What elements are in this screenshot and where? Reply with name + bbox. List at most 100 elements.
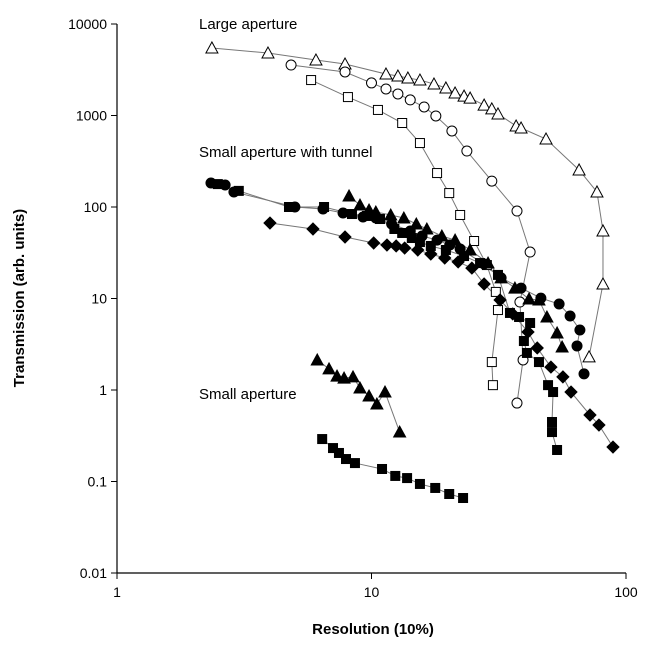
marker (544, 360, 558, 374)
marker (420, 221, 434, 235)
marker (322, 361, 336, 375)
marker (411, 243, 425, 257)
marker (261, 45, 275, 59)
marker (391, 68, 405, 82)
marker (511, 397, 523, 409)
marker (310, 352, 325, 366)
marker (522, 291, 536, 305)
marker (592, 418, 606, 432)
marker (392, 425, 407, 438)
marker (481, 256, 495, 269)
marker (506, 307, 520, 321)
marker (539, 131, 553, 145)
marker (596, 276, 610, 290)
marker (413, 73, 427, 86)
marker (521, 347, 532, 358)
marker (397, 210, 411, 224)
marker (397, 227, 408, 238)
annotation: Small aperture (199, 386, 297, 403)
marker (378, 384, 392, 398)
marker (596, 223, 610, 237)
marker (571, 340, 583, 352)
marker (508, 281, 522, 294)
marker (444, 188, 455, 199)
marker (572, 162, 586, 176)
marker (564, 310, 576, 322)
marker (430, 482, 441, 493)
marker (432, 168, 443, 179)
marker (451, 255, 465, 269)
marker (380, 83, 392, 95)
marker (339, 66, 351, 78)
marker (530, 341, 544, 355)
marker (330, 369, 344, 382)
marker (477, 277, 491, 291)
marker (337, 371, 351, 384)
marker (283, 202, 294, 212)
marker (444, 489, 455, 500)
marker (582, 349, 596, 363)
y-tick-label: 0.1 (88, 474, 108, 490)
marker (306, 222, 320, 236)
marker (435, 228, 449, 242)
marker (306, 75, 317, 86)
marker (380, 238, 394, 252)
marker (514, 120, 528, 134)
series-line (321, 438, 464, 499)
marker (439, 80, 453, 94)
marker (401, 70, 415, 84)
y-tick-label: 10000 (68, 16, 107, 32)
marker (493, 293, 507, 307)
marker (424, 247, 438, 261)
marker (285, 59, 297, 71)
marker (319, 202, 330, 212)
marker (461, 145, 473, 157)
y-tick-label: 100 (84, 199, 108, 215)
marker (446, 125, 458, 137)
marker (552, 444, 563, 455)
marker (404, 94, 416, 106)
marker (366, 77, 377, 89)
marker (372, 104, 383, 115)
marker (418, 101, 430, 113)
marker (342, 92, 353, 103)
y-tick-label: 1 (99, 382, 107, 398)
marker (377, 463, 388, 474)
marker (540, 309, 554, 323)
marker (346, 369, 360, 383)
marker (524, 246, 536, 258)
annotation: Large aperture (199, 16, 297, 33)
marker (205, 40, 219, 54)
marker (263, 216, 277, 230)
marker (455, 209, 466, 220)
marker (533, 357, 544, 368)
marker (366, 236, 381, 250)
y-tick-label: 10 (91, 291, 107, 307)
marker (463, 91, 477, 104)
marker (414, 478, 425, 489)
marker (383, 207, 398, 221)
marker (459, 251, 470, 262)
marker (317, 434, 328, 445)
marker (390, 470, 401, 481)
y-tick-label: 0.01 (80, 565, 107, 581)
marker (397, 118, 408, 129)
marker (448, 85, 462, 99)
annotation: Small aperture with tunnel (199, 144, 372, 161)
marker (458, 493, 469, 504)
marker (353, 198, 367, 211)
marker (548, 387, 559, 398)
marker (494, 270, 508, 284)
marker (484, 101, 499, 115)
marker (448, 233, 462, 246)
marker (477, 98, 491, 111)
marker (550, 325, 564, 339)
marker (368, 204, 383, 218)
x-tick-label: 100 (614, 584, 638, 600)
marker (486, 175, 498, 187)
marker (463, 242, 477, 256)
x-tick-label: 1 (113, 584, 121, 600)
marker (547, 427, 558, 438)
marker (233, 185, 244, 196)
